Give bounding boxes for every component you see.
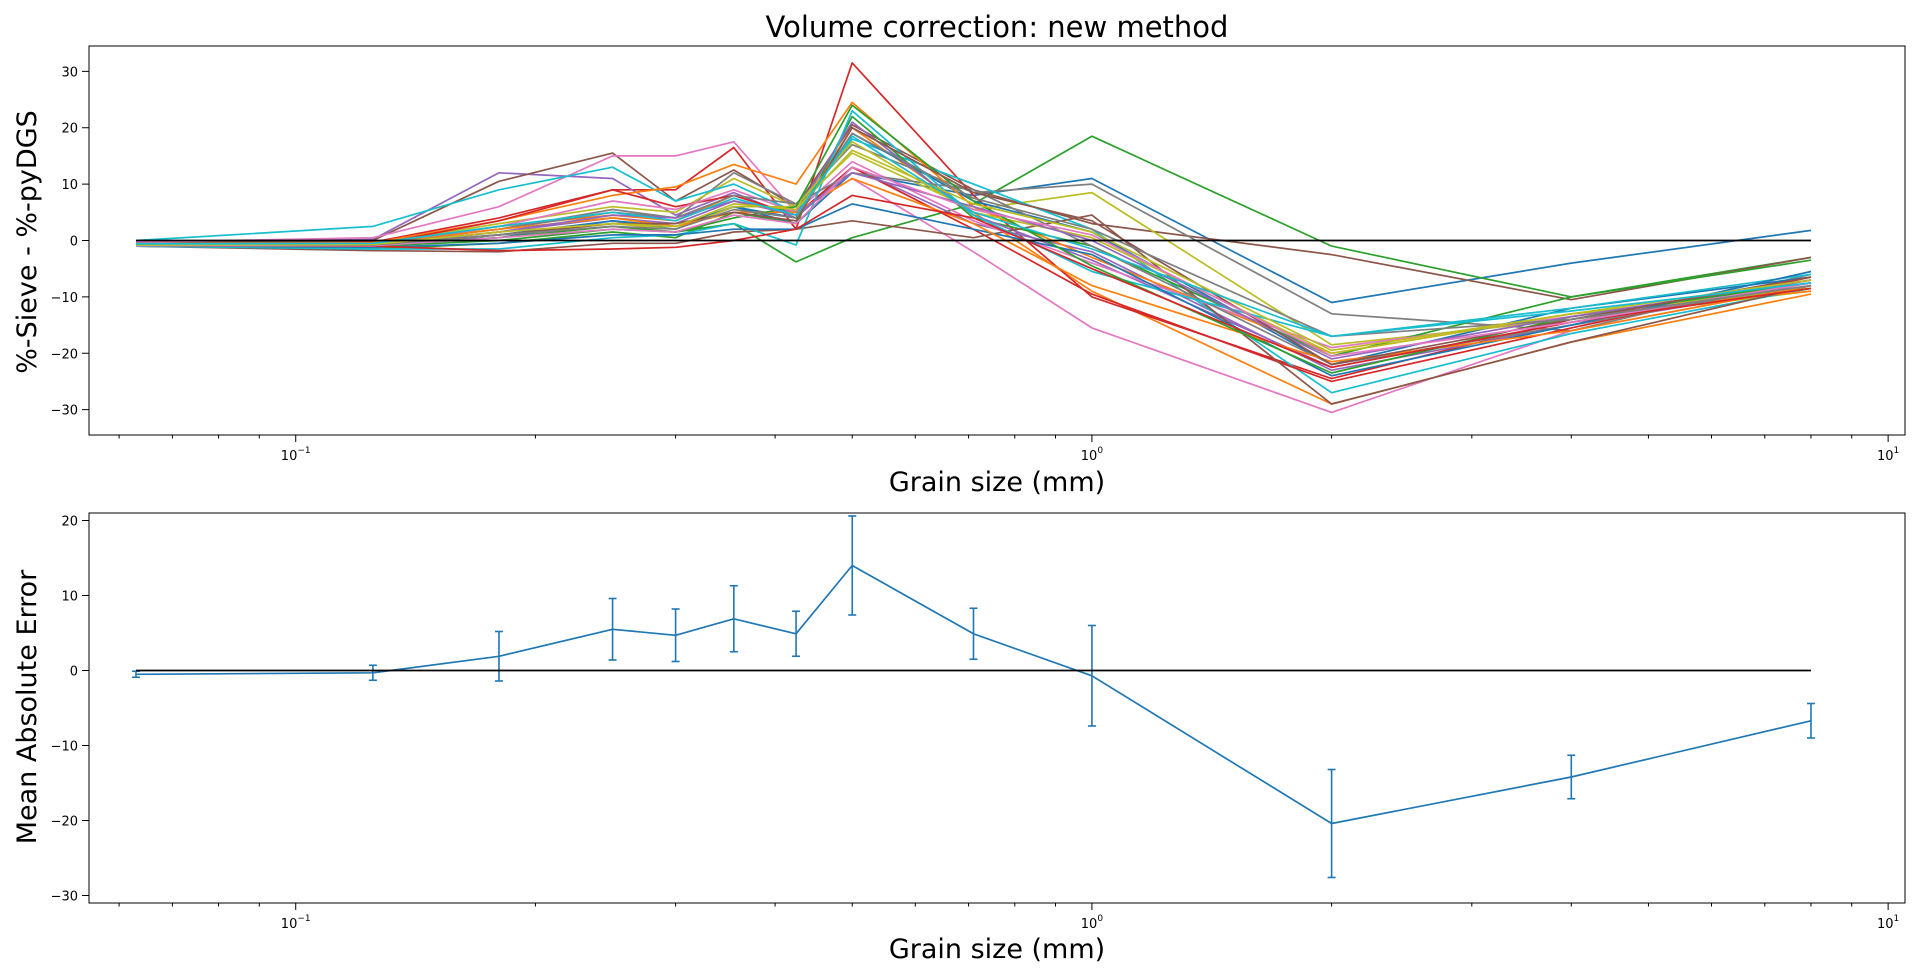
top-series-line bbox=[135, 194, 1812, 369]
tick-label-base: 10 bbox=[281, 917, 298, 932]
tick-label-base: 10 bbox=[1081, 449, 1098, 464]
top-y-tick-label: 0 bbox=[70, 235, 78, 250]
tick-label-exponent: 0 bbox=[1097, 446, 1103, 456]
top-x-tick-label: 101 bbox=[1877, 446, 1899, 464]
tick-label-exponent: 0 bbox=[1097, 914, 1103, 924]
top-x-axis-label: Grain size (mm) bbox=[889, 467, 1105, 498]
bottom-y-tick-label: 20 bbox=[61, 515, 78, 530]
bottom-x-tick-label: 10−1 bbox=[281, 914, 311, 932]
top-series-line bbox=[135, 135, 1812, 298]
bottom-x-tick-label: 101 bbox=[1877, 914, 1899, 932]
top-y-tick-label: −20 bbox=[51, 347, 78, 362]
tick-label-base: 10 bbox=[1877, 917, 1894, 932]
top-y-axis-label: %-Sieve - %-pyDGS bbox=[12, 110, 43, 374]
top-series-line bbox=[135, 203, 1812, 377]
top-y-tick-label: 10 bbox=[61, 178, 78, 193]
bottom-y-axis-label: Mean Absolute Error bbox=[12, 569, 43, 844]
top-series-line bbox=[135, 149, 1812, 352]
top-series-line bbox=[135, 177, 1812, 363]
bottom-x-axis-label: Grain size (mm) bbox=[889, 934, 1105, 965]
bottom-axes-frame bbox=[88, 512, 1906, 904]
top-x-tick-label: 10−1 bbox=[281, 446, 311, 464]
bottom-y-tick-label: −30 bbox=[51, 890, 78, 905]
bottom-y-tick-label: −10 bbox=[51, 740, 78, 755]
top-series-line bbox=[135, 140, 1812, 414]
bottom-y-tick-label: −20 bbox=[51, 815, 78, 830]
tick-label-exponent: −1 bbox=[297, 446, 310, 456]
bottom-series-line bbox=[135, 564, 1812, 825]
tick-label-exponent: 1 bbox=[1894, 446, 1900, 456]
tick-label-exponent: 1 bbox=[1894, 914, 1900, 924]
top-y-tick-label: 20 bbox=[61, 122, 78, 137]
bottom-x-tick-label: 100 bbox=[1081, 914, 1104, 932]
bottom-y-tick-label: 10 bbox=[61, 590, 78, 605]
tick-label-base: 10 bbox=[1081, 917, 1098, 932]
tick-label-base: 10 bbox=[281, 449, 298, 464]
top-series-line bbox=[135, 135, 1812, 338]
top-series-line bbox=[136, 166, 1812, 383]
chart-title: Volume correction: new method bbox=[766, 10, 1229, 44]
bottom-y-tick-label: 0 bbox=[70, 665, 78, 680]
top-x-tick-label: 100 bbox=[1081, 446, 1104, 464]
top-y-tick-label: −10 bbox=[51, 291, 78, 306]
tick-label-base: 10 bbox=[1877, 449, 1894, 464]
top-y-tick-label: −30 bbox=[51, 404, 78, 419]
top-series-line bbox=[136, 166, 1812, 357]
top-y-tick-label: 30 bbox=[61, 65, 78, 80]
tick-label-exponent: −1 bbox=[297, 914, 310, 924]
top-axes-frame bbox=[88, 45, 1906, 436]
